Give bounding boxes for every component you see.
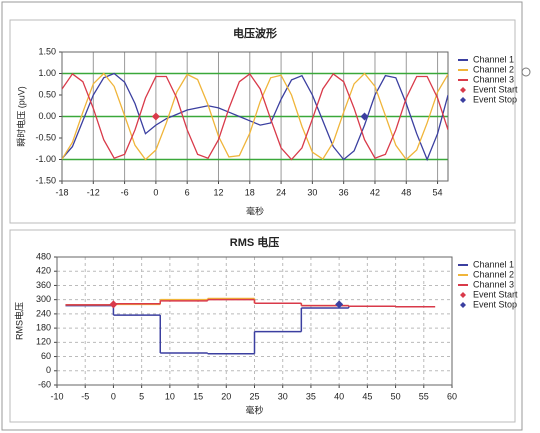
- legend-label: Channel 3: [473, 74, 514, 84]
- y-axis-label: 瞬时电压 (puV): [15, 86, 26, 147]
- chart-panel: [9, 229, 516, 423]
- legend-label: Channel 3: [473, 279, 514, 289]
- y-tick-label: -0.50: [35, 132, 56, 142]
- y-tick-label: 60: [41, 351, 51, 361]
- x-tick-label: -18: [55, 187, 68, 197]
- y-tick-label: 180: [36, 322, 51, 332]
- legend-label: Channel 2: [473, 269, 514, 279]
- x-tick-label: 18: [245, 187, 255, 197]
- y-tick-label: 240: [36, 308, 51, 318]
- event-marker: [335, 300, 344, 309]
- x-tick-label: 0: [153, 187, 158, 197]
- legend-label: Event Start: [473, 289, 518, 299]
- x-tick-label: 40: [334, 391, 344, 401]
- legend-label: Event Stop: [473, 94, 517, 104]
- x-tick-label: 55: [419, 391, 429, 401]
- x-tick-label: 24: [276, 187, 286, 197]
- x-tick-label: -12: [87, 187, 100, 197]
- y-axis-label: RMS电压: [13, 302, 24, 340]
- legend-label: Channel 2: [473, 64, 514, 74]
- y-tick-label: 0: [46, 365, 51, 375]
- y-tick-label: -1.50: [35, 175, 56, 185]
- y-tick-label: 480: [36, 251, 51, 261]
- legend-swatch: [460, 97, 466, 103]
- y-tick-label: 0.50: [38, 89, 56, 99]
- x-tick-label: 36: [339, 187, 349, 197]
- x-tick-label: 54: [433, 187, 443, 197]
- event-marker: [360, 112, 369, 121]
- event-marker: [109, 300, 118, 309]
- y-tick-label: 1.00: [38, 68, 56, 78]
- chart-panel: [9, 19, 516, 224]
- x-tick-label: -10: [50, 391, 63, 401]
- x-tick-label: 15: [193, 391, 203, 401]
- x-tick-label: -5: [81, 391, 89, 401]
- y-tick-label: 300: [36, 294, 51, 304]
- plot-area: [61, 51, 449, 182]
- legend-swatch: [460, 87, 466, 93]
- x-axis-label: 毫秒: [246, 205, 264, 216]
- x-tick-label: 5: [139, 391, 144, 401]
- x-tick-label: 30: [278, 391, 288, 401]
- x-tick-label: 6: [185, 187, 190, 197]
- y-tick-label: 360: [36, 280, 51, 290]
- y-tick-label: 0.00: [38, 111, 56, 121]
- y-tick-label: 420: [36, 266, 51, 276]
- x-tick-label: 50: [391, 391, 401, 401]
- x-tick-label: 45: [362, 391, 372, 401]
- chart-title: RMS 电压: [230, 235, 280, 249]
- x-tick-label: 30: [307, 187, 317, 197]
- x-tick-label: 35: [306, 391, 316, 401]
- legend-swatch: [460, 302, 466, 308]
- y-tick-label: -1.00: [35, 154, 56, 164]
- x-tick-label: 20: [221, 391, 231, 401]
- legend-label: Channel 1: [473, 259, 514, 269]
- plot-area: [56, 256, 453, 386]
- x-tick-label: 12: [213, 187, 223, 197]
- series-line: [62, 72, 448, 161]
- series-line: [62, 72, 448, 162]
- event-marker: [151, 112, 160, 121]
- x-tick-label: 60: [447, 391, 457, 401]
- x-tick-label: 42: [370, 187, 380, 197]
- series-line: [62, 73, 448, 161]
- legend-label: Channel 1: [473, 54, 514, 64]
- x-tick-label: 48: [401, 187, 411, 197]
- chart-title: 电压波形: [233, 26, 277, 40]
- x-axis-label: 毫秒: [245, 404, 263, 415]
- y-tick-label: -60: [38, 379, 51, 389]
- y-tick-label: 120: [36, 337, 51, 347]
- legend-label: Event Stop: [473, 299, 517, 309]
- x-tick-label: 10: [165, 391, 175, 401]
- legend-swatch: [460, 292, 466, 298]
- legend-label: Event Start: [473, 84, 518, 94]
- x-tick-label: -6: [121, 187, 129, 197]
- y-tick-label: 1.50: [38, 46, 56, 56]
- handle: [521, 67, 531, 77]
- x-tick-label: 0: [111, 391, 116, 401]
- x-tick-label: 25: [249, 391, 259, 401]
